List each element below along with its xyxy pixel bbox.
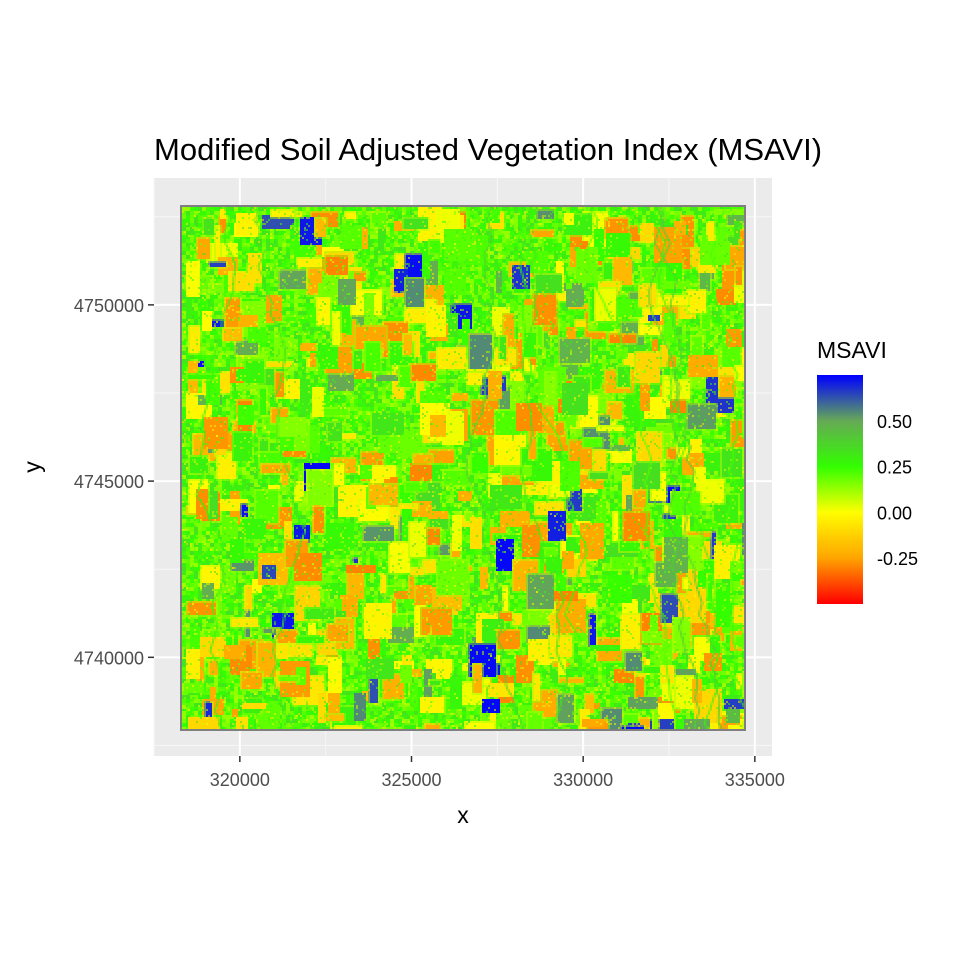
raster-border xyxy=(180,205,746,731)
legend-break-label: 0.25 xyxy=(877,458,912,478)
legend-break-label: 0.50 xyxy=(877,412,912,432)
y-tick-label: 4745000 xyxy=(74,472,144,492)
y-tick-label: 4740000 xyxy=(74,648,144,668)
chart-title: Modified Soil Adjusted Vegetation Index … xyxy=(154,132,822,167)
x-tick-label: 330000 xyxy=(553,770,613,790)
x-axis-label: x xyxy=(457,802,469,828)
msavi-raster xyxy=(182,207,744,729)
legend-colorbar xyxy=(817,375,863,604)
y-axis-label: y xyxy=(19,461,45,473)
y-axis-ticks: 4740000 4745000 4750000 xyxy=(74,296,154,668)
legend-break-label: 0.00 xyxy=(877,503,912,523)
legend-ticks: 0.50 0.25 0.00 -0.25 xyxy=(817,412,918,569)
legend-title: MSAVI xyxy=(817,337,887,363)
x-axis-ticks: 320000 325000 330000 335000 xyxy=(210,756,785,790)
x-tick-label: 325000 xyxy=(381,770,441,790)
x-tick-label: 320000 xyxy=(210,770,270,790)
x-tick-label: 335000 xyxy=(725,770,785,790)
legend-break-label: -0.25 xyxy=(877,549,918,569)
y-tick-label: 4750000 xyxy=(74,296,144,316)
